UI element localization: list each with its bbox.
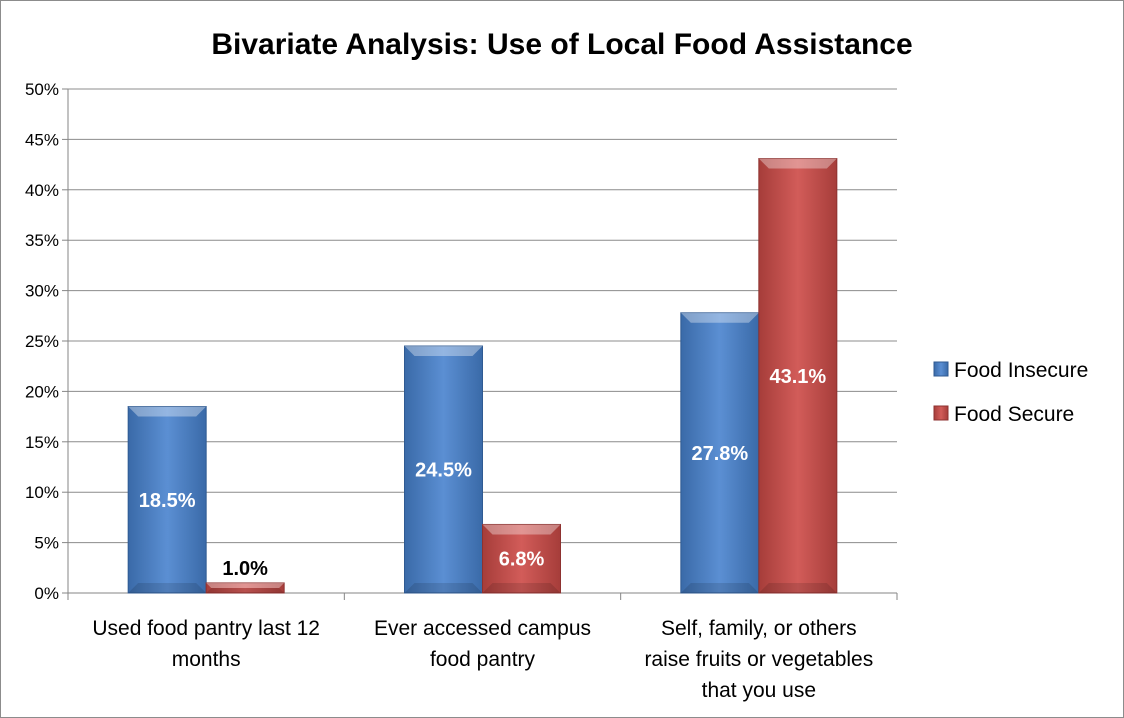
y-tick-label: 25% xyxy=(25,332,59,351)
y-tick-label: 10% xyxy=(25,483,59,502)
y-tick-label: 45% xyxy=(25,130,59,149)
data-label: 43.1% xyxy=(769,366,826,388)
legend-label: Food Insecure xyxy=(954,359,1088,382)
data-label: 27.8% xyxy=(691,443,748,465)
y-tick-label: 0% xyxy=(34,584,59,603)
legend-item-food-secure: Food Secure xyxy=(933,403,1074,426)
y-tick-label: 40% xyxy=(25,181,59,200)
data-label: 18.5% xyxy=(139,490,196,512)
bar-food-insecure xyxy=(404,345,483,594)
legend-item-food-insecure: Food Insecure xyxy=(933,359,1088,382)
y-tick-label: 35% xyxy=(25,231,59,250)
data-label: 1.0% xyxy=(222,558,268,580)
y-tick-label: 30% xyxy=(25,282,59,301)
data-label: 24.5% xyxy=(415,460,472,482)
chart-title: Bivariate Analysis: Use of Local Food As… xyxy=(211,28,912,61)
bar-food-secure xyxy=(205,582,285,594)
legend-swatch xyxy=(933,361,949,377)
x-category-label: Used food pantry last 12 months xyxy=(92,617,320,671)
legend-swatch xyxy=(933,405,949,421)
y-axis-ticks: 0% 5% 10% 15% 20% 25% 30% 35% 40% 45% 50% xyxy=(25,80,59,603)
x-category-label: Ever accessed campus food pantry xyxy=(374,617,591,671)
data-labels: 18.5% 1.0% 24.5% 6.8% 27.8% 43.1% xyxy=(139,366,827,580)
y-tick-label: 20% xyxy=(25,382,59,401)
data-label: 6.8% xyxy=(499,549,545,571)
bar-food-secure xyxy=(482,523,561,594)
y-tick-label: 50% xyxy=(25,80,59,99)
legend: Food Insecure Food Secure xyxy=(933,359,1088,426)
bar-food-insecure xyxy=(680,312,760,594)
y-tick-label: 15% xyxy=(25,433,59,452)
x-category-label: Self, family, or others raise fruits or v… xyxy=(644,617,873,702)
legend-label: Food Secure xyxy=(954,403,1074,426)
bar-food-secure xyxy=(758,158,838,594)
x-axis-categories: Used food pantry last 12 months Ever acces… xyxy=(92,617,873,702)
bar-food-insecure xyxy=(127,406,207,594)
y-tick-label: 5% xyxy=(34,534,59,553)
bars xyxy=(127,158,838,594)
